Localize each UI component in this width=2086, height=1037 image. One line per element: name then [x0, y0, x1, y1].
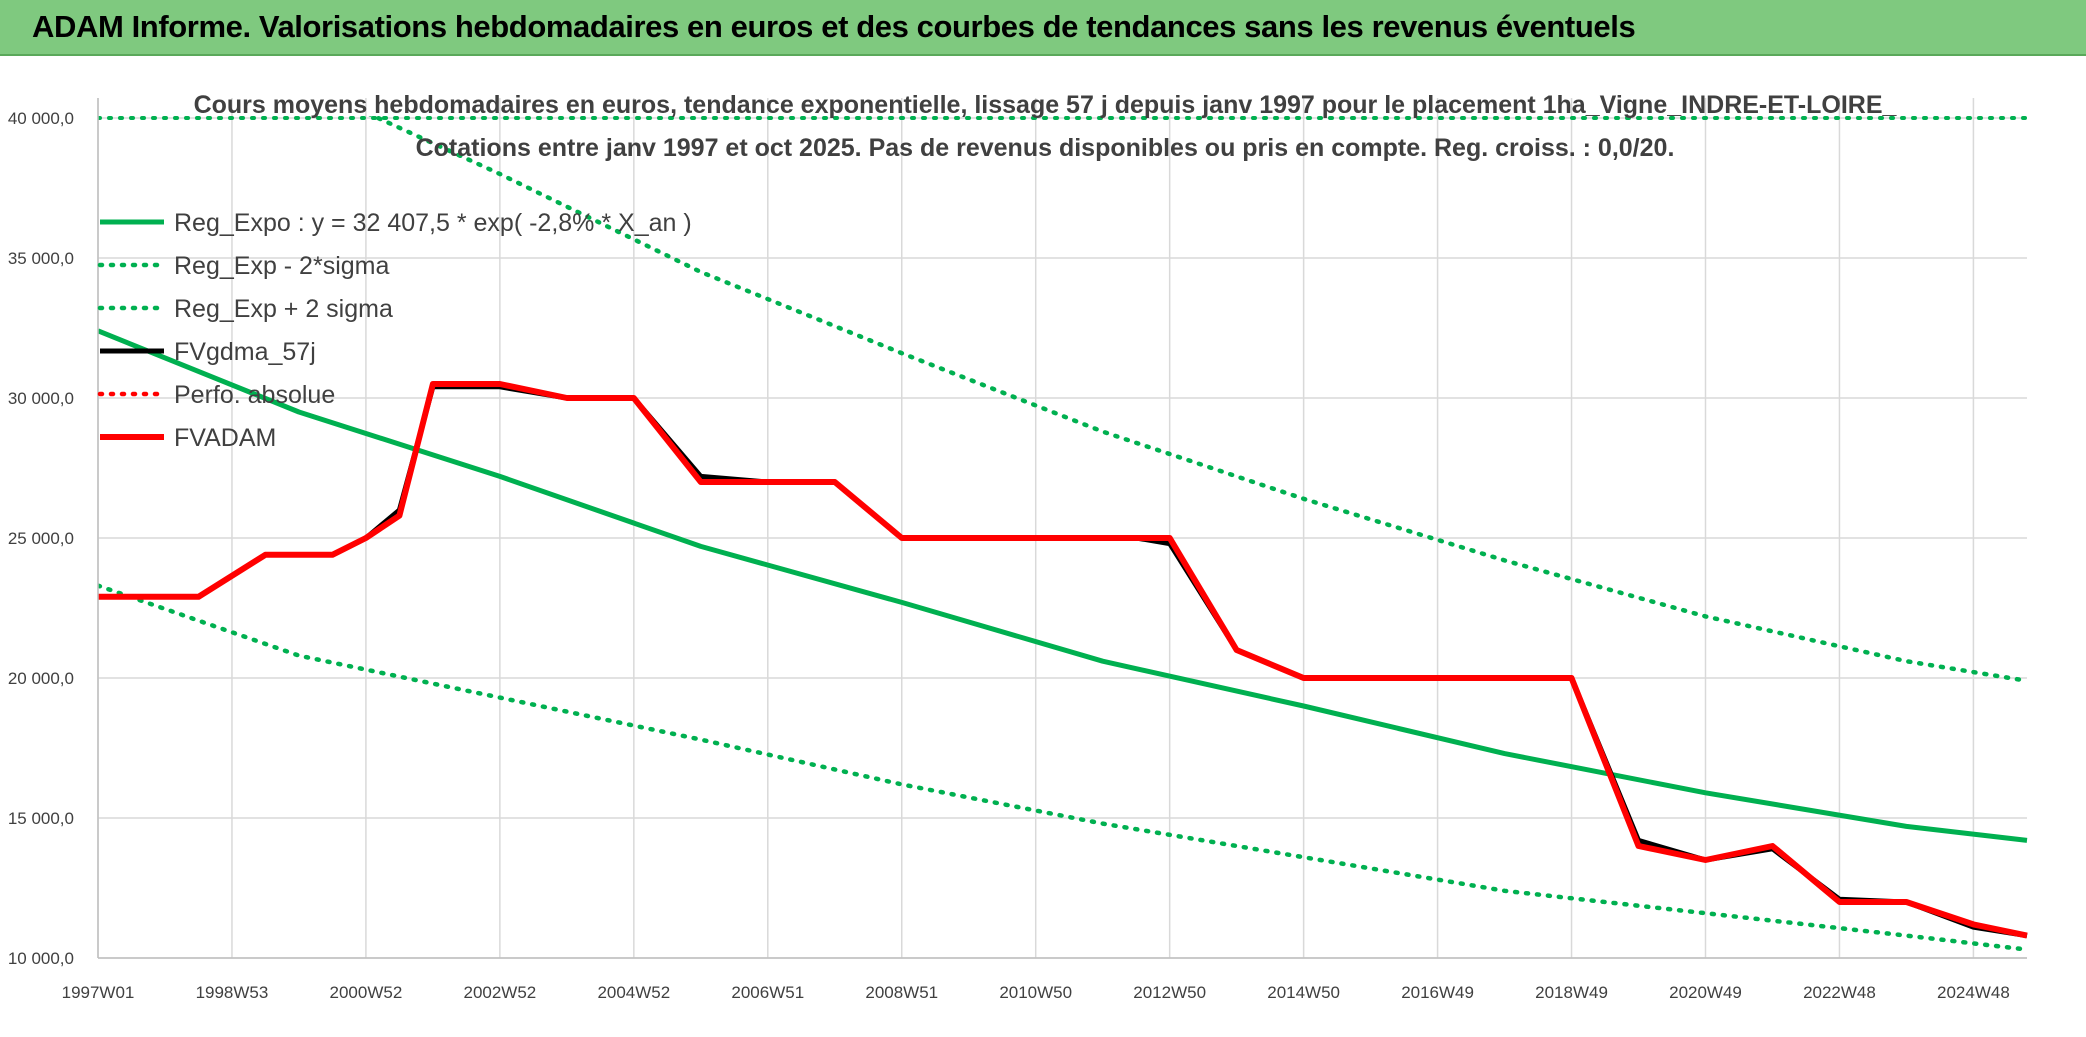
plot-series: [98, 116, 2029, 952]
x-tick-label: 1998W53: [196, 983, 269, 1002]
legend-label: Reg_Exp - 2*sigma: [174, 252, 389, 280]
legend-label: Perfo. absolue: [174, 381, 335, 409]
x-tick-label: 2012W50: [1133, 983, 1206, 1002]
chart-title: Cours moyens hebdomadaires en euros, ten…: [194, 91, 1898, 119]
y-tick-label: 40 000,0: [8, 109, 74, 128]
y-tick-label: 20 000,0: [8, 669, 74, 688]
x-tick-label: 2000W52: [330, 983, 403, 1002]
y-tick-label: 35 000,0: [8, 249, 74, 268]
x-tick-label: 2018W49: [1535, 983, 1608, 1002]
x-tick-label: 2014W50: [1267, 983, 1340, 1002]
legend-label: FVgdma_57j: [174, 338, 316, 366]
y-tick-label: 10 000,0: [8, 949, 74, 968]
x-tick-label: 2010W50: [999, 983, 1072, 1002]
x-tick-label: 2006W51: [731, 983, 804, 1002]
y-tick-label: 15 000,0: [8, 809, 74, 828]
header-bar: ADAM Informe. Valorisations hebdomadaire…: [0, 0, 2086, 56]
x-tick-label: 2022W48: [1803, 983, 1876, 1002]
x-tick-label: 2024W48: [1937, 983, 2010, 1002]
x-tick-label: 2020W49: [1669, 983, 1742, 1002]
x-tick-label: 2002W52: [463, 983, 536, 1002]
x-tick-label: 2008W51: [865, 983, 938, 1002]
y-tick-label: 30 000,0: [8, 389, 74, 408]
grid: [97, 98, 2027, 959]
legend-label: Reg_Expo : y = 32 407,5 * exp( -2,8% * X…: [174, 209, 692, 237]
series-line-0: [98, 328, 2028, 843]
series-line-5: [98, 381, 2028, 939]
line-chart: 10 000,0 15 000,0 20 000,0 25 000,0 30 000,0…: [0, 56, 2086, 1037]
axes: 10 000,0 15 000,0 20 000,0 25 000,0 30 000,0…: [8, 98, 2027, 1002]
header-title: ADAM Informe. Valorisations hebdomadaire…: [32, 9, 1636, 44]
legend-label: Reg_Exp + 2 sigma: [174, 295, 393, 323]
series-line-2: [368, 116, 2029, 684]
series-line-1: [98, 583, 2029, 952]
x-tick-label: 1997W01: [62, 983, 135, 1002]
legend-label: FVADAM: [174, 424, 276, 452]
legend: Reg_Expo : y = 32 407,5 * exp( -2,8% * X…: [97, 209, 692, 452]
y-tick-label: 25 000,0: [8, 529, 74, 548]
x-tick-label: 2004W52: [597, 983, 670, 1002]
x-tick-label: 2016W49: [1401, 983, 1474, 1002]
chart-subtitle: Cotations entre janv 1997 et oct 2025. P…: [416, 134, 1675, 162]
